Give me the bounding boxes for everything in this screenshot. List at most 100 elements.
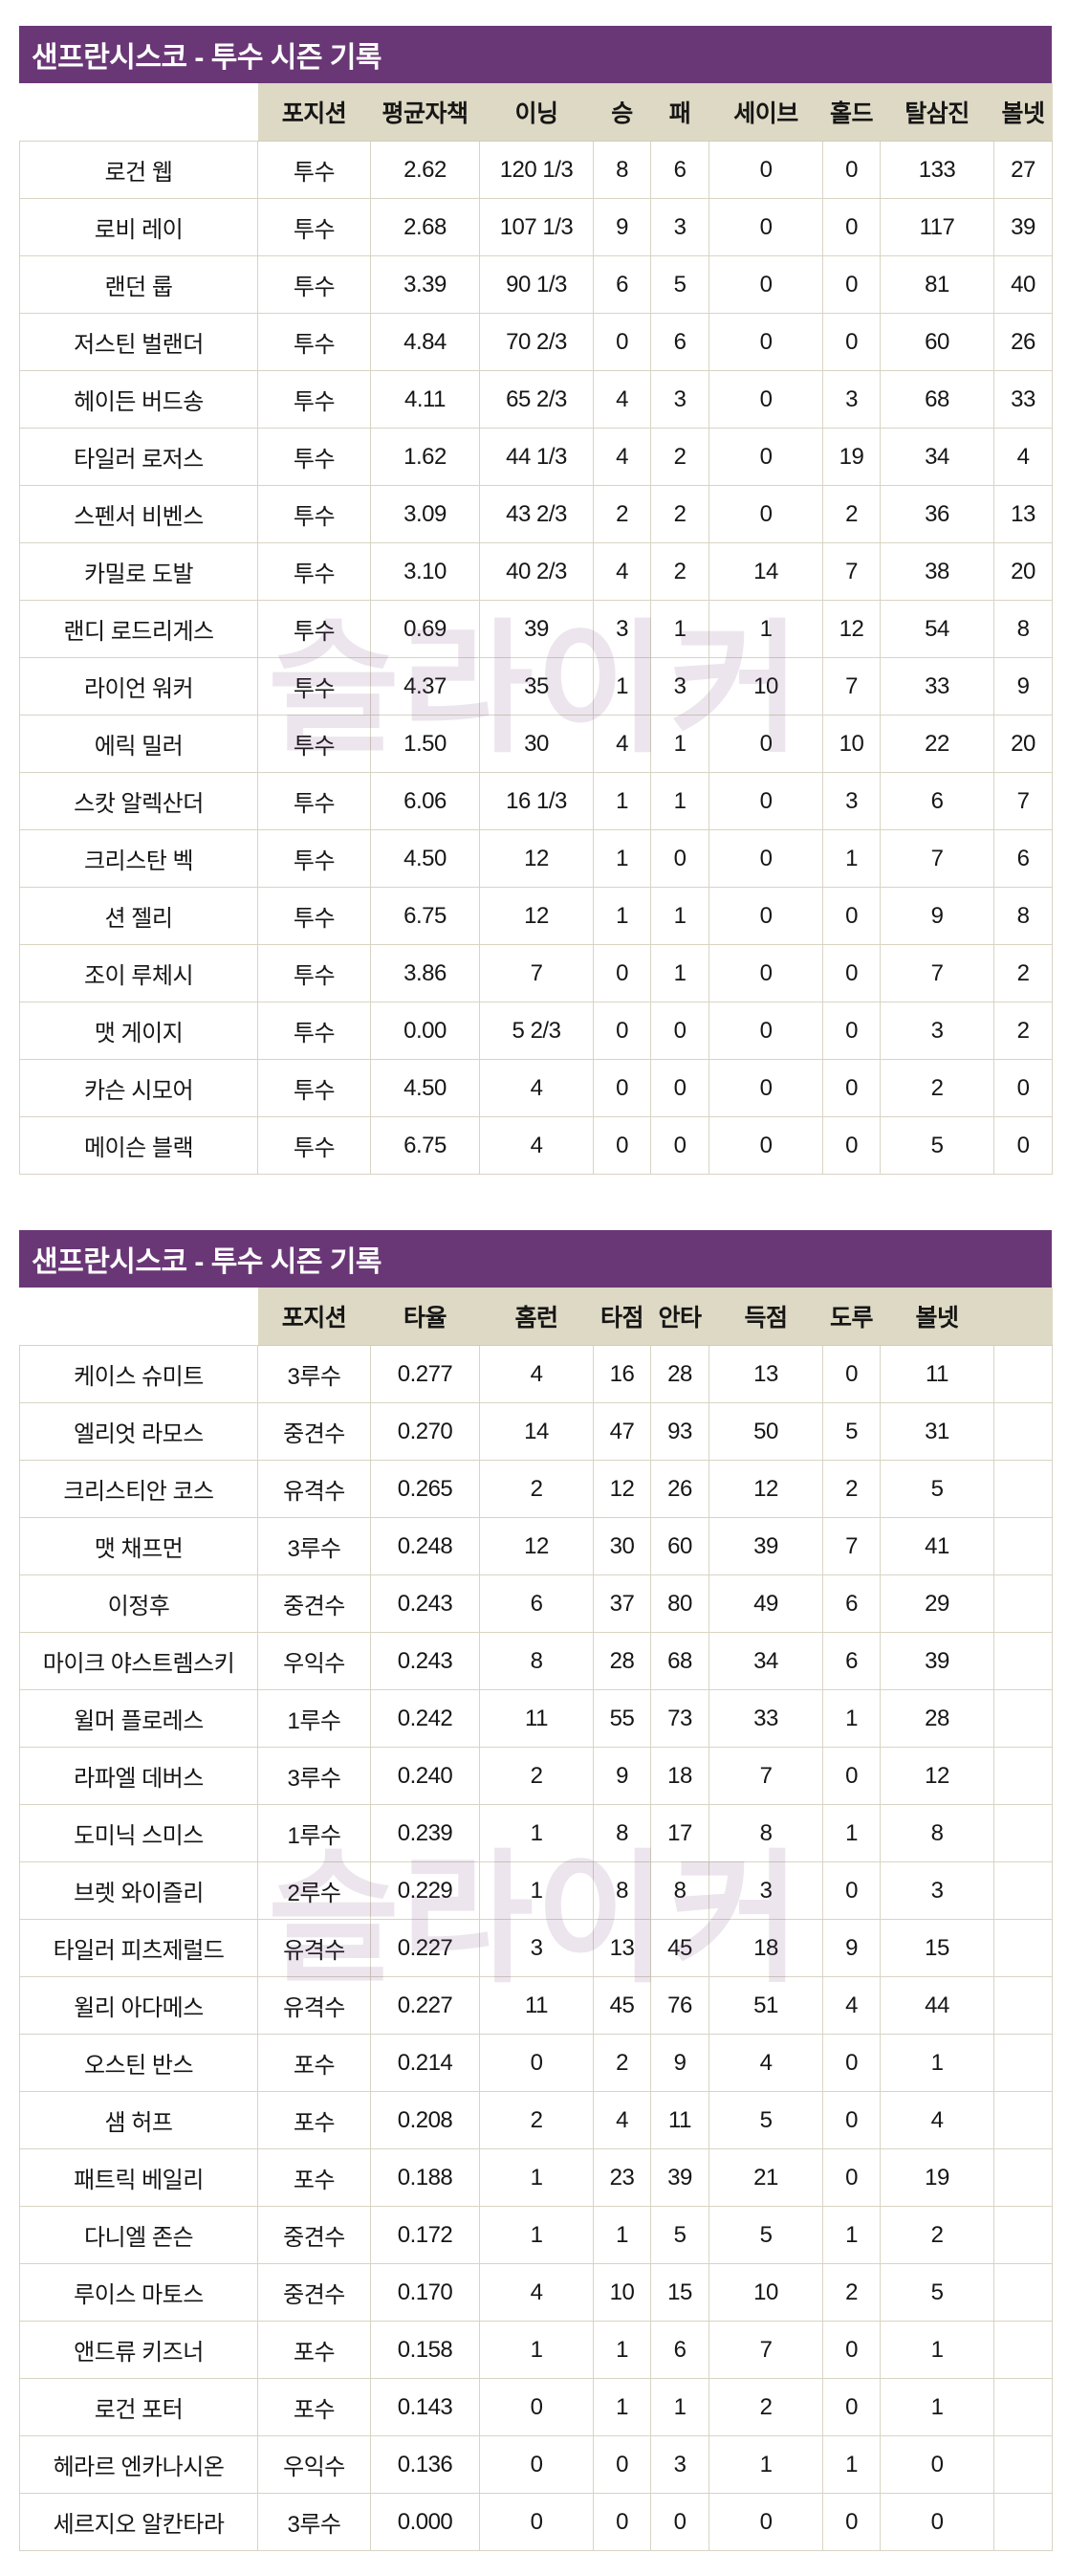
- stat-cell: 44: [880, 1976, 994, 2035]
- stat-cell: 2: [822, 2263, 881, 2322]
- stat-cell: 0: [708, 887, 823, 945]
- stat-cell: 3루수: [257, 1345, 371, 1403]
- stat-cell: 0: [822, 1345, 881, 1403]
- player-name: 브렛 와이즐리: [19, 1861, 258, 1920]
- stat-cell: 133: [880, 141, 994, 199]
- table-row: 션 젤리 투수 6.75 12 1 1 0 0 9 8: [19, 887, 1053, 945]
- stat-cell: 11: [479, 1976, 594, 2035]
- stat-cell: [993, 1976, 1053, 2035]
- stat-cell: 90 1/3: [479, 255, 594, 314]
- player-name: 크리스탄 벡: [19, 829, 258, 888]
- stat-cell: 4: [479, 1059, 594, 1117]
- stat-cell: 1: [650, 887, 709, 945]
- stat-cell: [993, 1574, 1053, 1633]
- table-row: 브렛 와이즐리 2루수 0.229 1 8 8 3 0 3: [19, 1861, 1053, 1920]
- stat-cell: 1: [479, 2321, 594, 2379]
- stat-cell: [993, 2263, 1053, 2322]
- stat-cell: 1.50: [370, 715, 480, 773]
- stat-cell: [993, 1861, 1053, 1920]
- stat-cell: 35: [479, 657, 594, 716]
- stat-cell: 8: [993, 600, 1053, 658]
- stat-cell: 12: [479, 887, 594, 945]
- player-name: 스캇 알렉산더: [19, 772, 258, 830]
- stat-cell: 0: [708, 2493, 823, 2551]
- stat-cell: 65 2/3: [479, 370, 594, 429]
- table-row: 오스틴 반스 포수 0.214 0 2 9 4 0 1: [19, 2034, 1053, 2092]
- table-row: 크리스탄 벡 투수 4.50 12 1 0 0 1 7 6: [19, 829, 1053, 888]
- stat-cell: 26: [993, 313, 1053, 371]
- stat-cell: 3: [593, 600, 651, 658]
- stat-cell: 2: [822, 485, 881, 543]
- stat-cell: 0: [708, 944, 823, 1002]
- stat-cell: 31: [880, 1402, 994, 1461]
- stat-cell: 0: [822, 1747, 881, 1805]
- stat-cell: 1: [479, 1804, 594, 1862]
- stat-cell: 7: [708, 2321, 823, 2379]
- stat-cell: 7: [993, 772, 1053, 830]
- column-header: [993, 1288, 1053, 1346]
- stat-cell: 38: [880, 542, 994, 601]
- stat-cell: 0: [593, 1002, 651, 1060]
- table-row: 루이스 마토스 중견수 0.170 4 10 15 10 2 5: [19, 2263, 1053, 2322]
- stat-cell: 0: [479, 2493, 594, 2551]
- stat-cell: 12: [479, 1517, 594, 1575]
- table-row: 스펜서 비벤스 투수 3.09 43 2/3 2 2 0 2 36 13: [19, 485, 1053, 543]
- stat-cell: 0: [479, 2034, 594, 2092]
- stat-cell: 41: [880, 1517, 994, 1575]
- table-row: 다니엘 존슨 중견수 0.172 1 1 5 5 1 2: [19, 2206, 1053, 2264]
- stat-cell: 107 1/3: [479, 198, 594, 256]
- stat-cell: [993, 1345, 1053, 1403]
- player-name: 라파엘 데버스: [19, 1747, 258, 1805]
- stat-cell: 45: [650, 1919, 709, 1977]
- stat-cell: 2루수: [257, 1861, 371, 1920]
- stat-cell: 3루수: [257, 1517, 371, 1575]
- stat-cell: 유격수: [257, 1976, 371, 2035]
- column-header-row: 포지션 평균자책 이닝 승 패 세이브 홀드 탈삼진 볼넷: [19, 83, 1053, 142]
- stat-cell: 2: [993, 944, 1053, 1002]
- stat-cell: 투수: [257, 370, 371, 429]
- player-name: 헤이든 버드송: [19, 370, 258, 429]
- stat-cell: 0.227: [370, 1919, 480, 1977]
- stat-cell: 3: [822, 370, 881, 429]
- column-header: 도루: [822, 1288, 881, 1346]
- stat-cell: 16: [593, 1345, 651, 1403]
- stat-cell: 12: [593, 1460, 651, 1518]
- stat-cell: 34: [880, 428, 994, 486]
- player-name: 엘리엇 라모스: [19, 1402, 258, 1461]
- table-row: 조이 루체시 투수 3.86 7 0 1 0 0 7 2: [19, 944, 1053, 1002]
- stat-cell: 13: [593, 1919, 651, 1977]
- stat-cell: 2: [479, 1747, 594, 1805]
- table-row: 맷 게이지 투수 0.00 5 2/3 0 0 0 0 3 2: [19, 1002, 1053, 1060]
- stat-cell: 투수: [257, 1059, 371, 1117]
- stat-cell: 6: [650, 313, 709, 371]
- stat-cell: 투수: [257, 255, 371, 314]
- stat-cell: 8: [593, 141, 651, 199]
- stat-cell: [993, 2435, 1053, 2494]
- stat-cell: 4: [479, 2263, 594, 2322]
- table-row: 스캇 알렉산더 투수 6.06 16 1/3 1 1 0 3 6 7: [19, 772, 1053, 830]
- stat-cell: 0.243: [370, 1574, 480, 1633]
- table-row: 맷 채프먼 3루수 0.248 12 30 60 39 7 41: [19, 1517, 1053, 1575]
- stat-cell: 0.227: [370, 1976, 480, 2035]
- stat-cell: 투수: [257, 542, 371, 601]
- stat-cell: 포수: [257, 2148, 371, 2207]
- player-name: 맷 게이지: [19, 1002, 258, 1060]
- stat-cell: 22: [880, 715, 994, 773]
- stat-cell: 0: [708, 313, 823, 371]
- stat-cell: 4.84: [370, 313, 480, 371]
- stat-cell: 6: [822, 1574, 881, 1633]
- stat-cell: 투수: [257, 428, 371, 486]
- table-row: 윌머 플로레스 1루수 0.242 11 55 73 33 1 28: [19, 1689, 1053, 1748]
- player-name: 맷 채프먼: [19, 1517, 258, 1575]
- stat-cell: 5: [880, 1116, 994, 1175]
- stat-cell: 49: [708, 1574, 823, 1633]
- stat-cell: 0.229: [370, 1861, 480, 1920]
- stat-cell: 1: [822, 2206, 881, 2264]
- stat-cell: 0: [822, 2091, 881, 2149]
- player-name: 로건 포터: [19, 2378, 258, 2436]
- stat-cell: 80: [650, 1574, 709, 1633]
- stat-cell: 30: [593, 1517, 651, 1575]
- table-row: 윌리 아다메스 유격수 0.227 11 45 76 51 4 44: [19, 1976, 1053, 2035]
- column-header: 홈런: [479, 1288, 594, 1346]
- table-title-bar: 샌프란시스코 - 투수 시즌 기록: [19, 1230, 1052, 1288]
